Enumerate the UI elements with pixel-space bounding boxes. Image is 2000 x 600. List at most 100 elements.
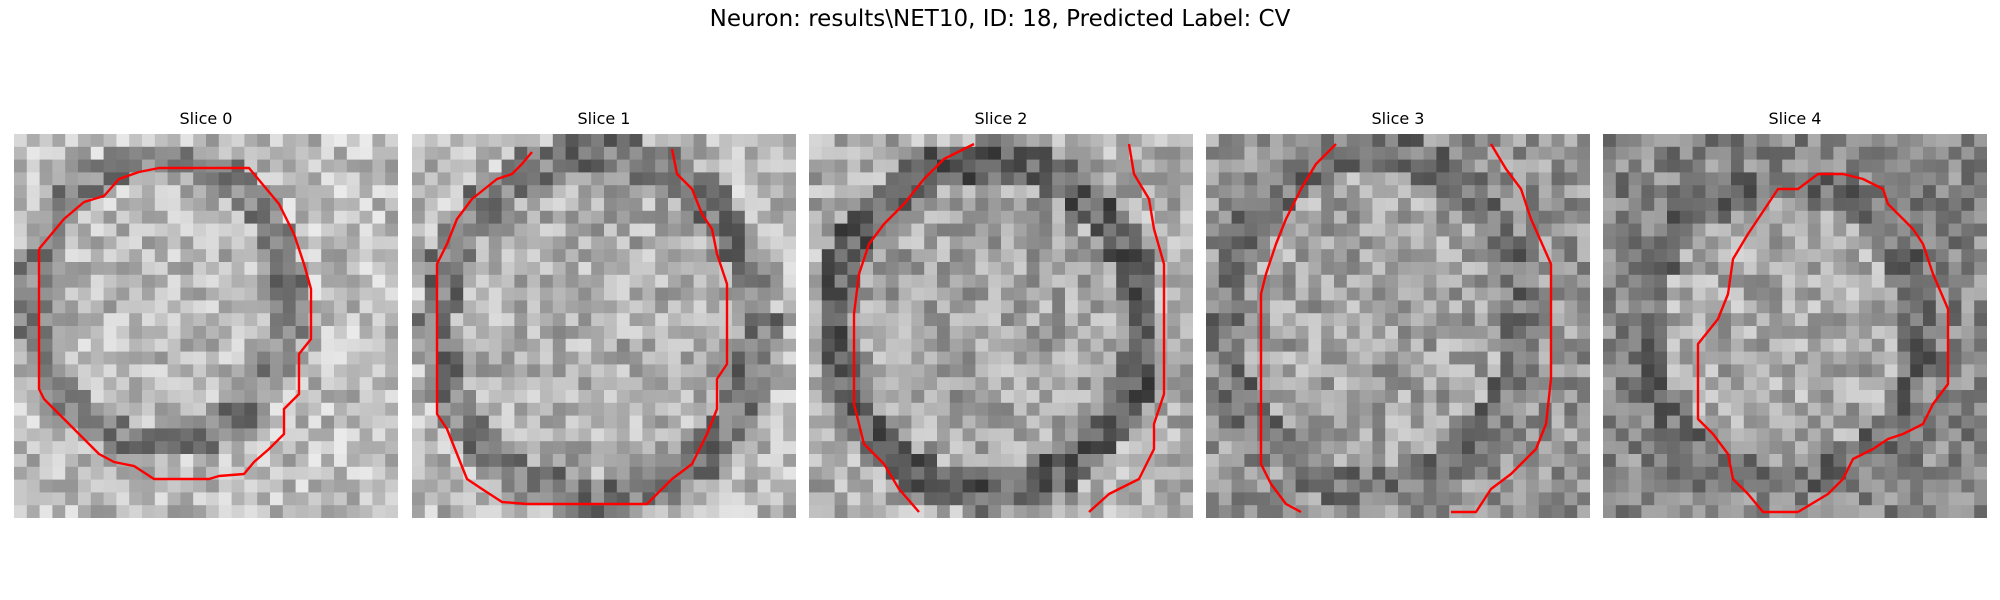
pixel-cell [1372,479,1386,493]
pixel-cell [463,300,477,314]
pixel-cell [1308,185,1322,199]
pixel-cell [834,390,848,404]
pixel-cell [1462,364,1476,378]
pixel-cell [1948,262,1962,276]
pixel-cell [1321,274,1335,289]
pixel-cell [744,146,759,161]
pixel-cell [321,159,335,173]
pixel-cell [937,492,951,506]
pixel-cell [873,236,887,250]
pixel-cell [911,134,925,148]
pixel-cell [424,274,439,289]
pixel-cell [1065,159,1079,173]
pixel-cell [14,159,28,173]
pixel-cell [1090,134,1104,148]
pixel-cell [282,326,297,340]
pixel-cell [1218,210,1233,225]
pixel-cell [180,159,194,173]
pixel-cell [26,454,41,468]
pixel-cell [885,441,900,455]
pixel-cell [1526,198,1540,212]
pixel-cell [218,300,233,314]
pixel-cell [1308,390,1322,404]
pixel-cell [578,454,592,468]
pixel-cell [450,185,464,199]
pixel-cell [924,505,938,518]
pixel-cell [1244,479,1258,493]
pixel-cell [142,287,156,301]
pixel-cell [514,505,528,518]
pixel-cell [937,505,951,518]
pixel-cell [116,223,130,237]
pixel-cell [1206,185,1220,199]
pixel-cell [757,479,771,493]
pixel-cell [1129,428,1143,442]
pixel-cell [1692,274,1706,289]
pixel-cell [424,198,439,212]
pixel-cell [231,441,245,455]
pixel-cell [1449,326,1463,340]
pixel-cell [1013,159,1028,173]
pixel-cell [231,210,245,225]
pixel-cell [629,300,643,314]
pixel-cell [527,326,541,340]
pixel-cell [1871,236,1886,250]
pixel-cell [1948,210,1962,225]
pixel-cell [1667,377,1681,391]
pixel-cell [1410,466,1425,481]
pixel-cell [1641,223,1655,237]
pixel-cell [1935,146,1950,161]
pixel-cell [937,172,951,186]
pixel-cell [719,172,733,186]
pixel-cell [1820,326,1834,340]
pixel-cell [514,351,528,365]
pixel-cell [78,159,92,173]
pixel-cell [1551,415,1565,429]
pixel-cell [975,402,989,417]
pixel-cell [1961,146,1975,161]
pixel-cell [873,415,887,429]
pixel-cell [514,441,528,455]
pixel-cell [385,146,398,161]
pixel-cell [1321,185,1335,199]
pixel-cell [90,505,105,518]
pixel-cell [1846,210,1860,225]
pixel-cell [1692,364,1706,378]
pixel-cell [616,300,631,314]
pixel-cell [231,134,245,148]
pixel-cell [1859,313,1873,327]
pixel-cell [359,185,373,199]
pixel-cell [1218,274,1233,289]
pixel-cell [1218,402,1233,417]
pixel-cell [1385,454,1399,468]
pixel-cell [616,454,631,468]
pixel-cell [385,134,398,148]
pixel-cell [949,479,964,493]
pixel-cell [1462,146,1476,161]
pixel-cell [1641,134,1655,148]
pixel-cell [1167,300,1181,314]
pixel-cell [1001,172,1015,186]
pixel-cell [1577,326,1590,340]
pixel-cell [1001,210,1015,225]
pixel-cell [308,390,322,404]
pixel-cell [1270,146,1284,161]
pixel-cell [604,287,618,301]
pixel-cell [693,402,707,417]
pixel-cell [962,274,976,289]
pixel-cell [668,313,682,327]
pixel-cell [488,505,503,518]
pixel-cell [1154,159,1168,173]
pixel-cell [1718,402,1732,417]
pixel-cell [655,159,669,173]
pixel-cell [757,492,771,506]
pixel-cell [744,402,759,417]
pixel-cell [321,364,335,378]
pixel-cell [1154,287,1168,301]
pixel-cell [1667,428,1681,442]
pixel-cell [565,415,579,429]
pixel-cell [911,249,925,263]
pixel-cell [1679,505,1694,518]
pixel-cell [1667,223,1681,237]
pixel-cell [1551,505,1565,518]
